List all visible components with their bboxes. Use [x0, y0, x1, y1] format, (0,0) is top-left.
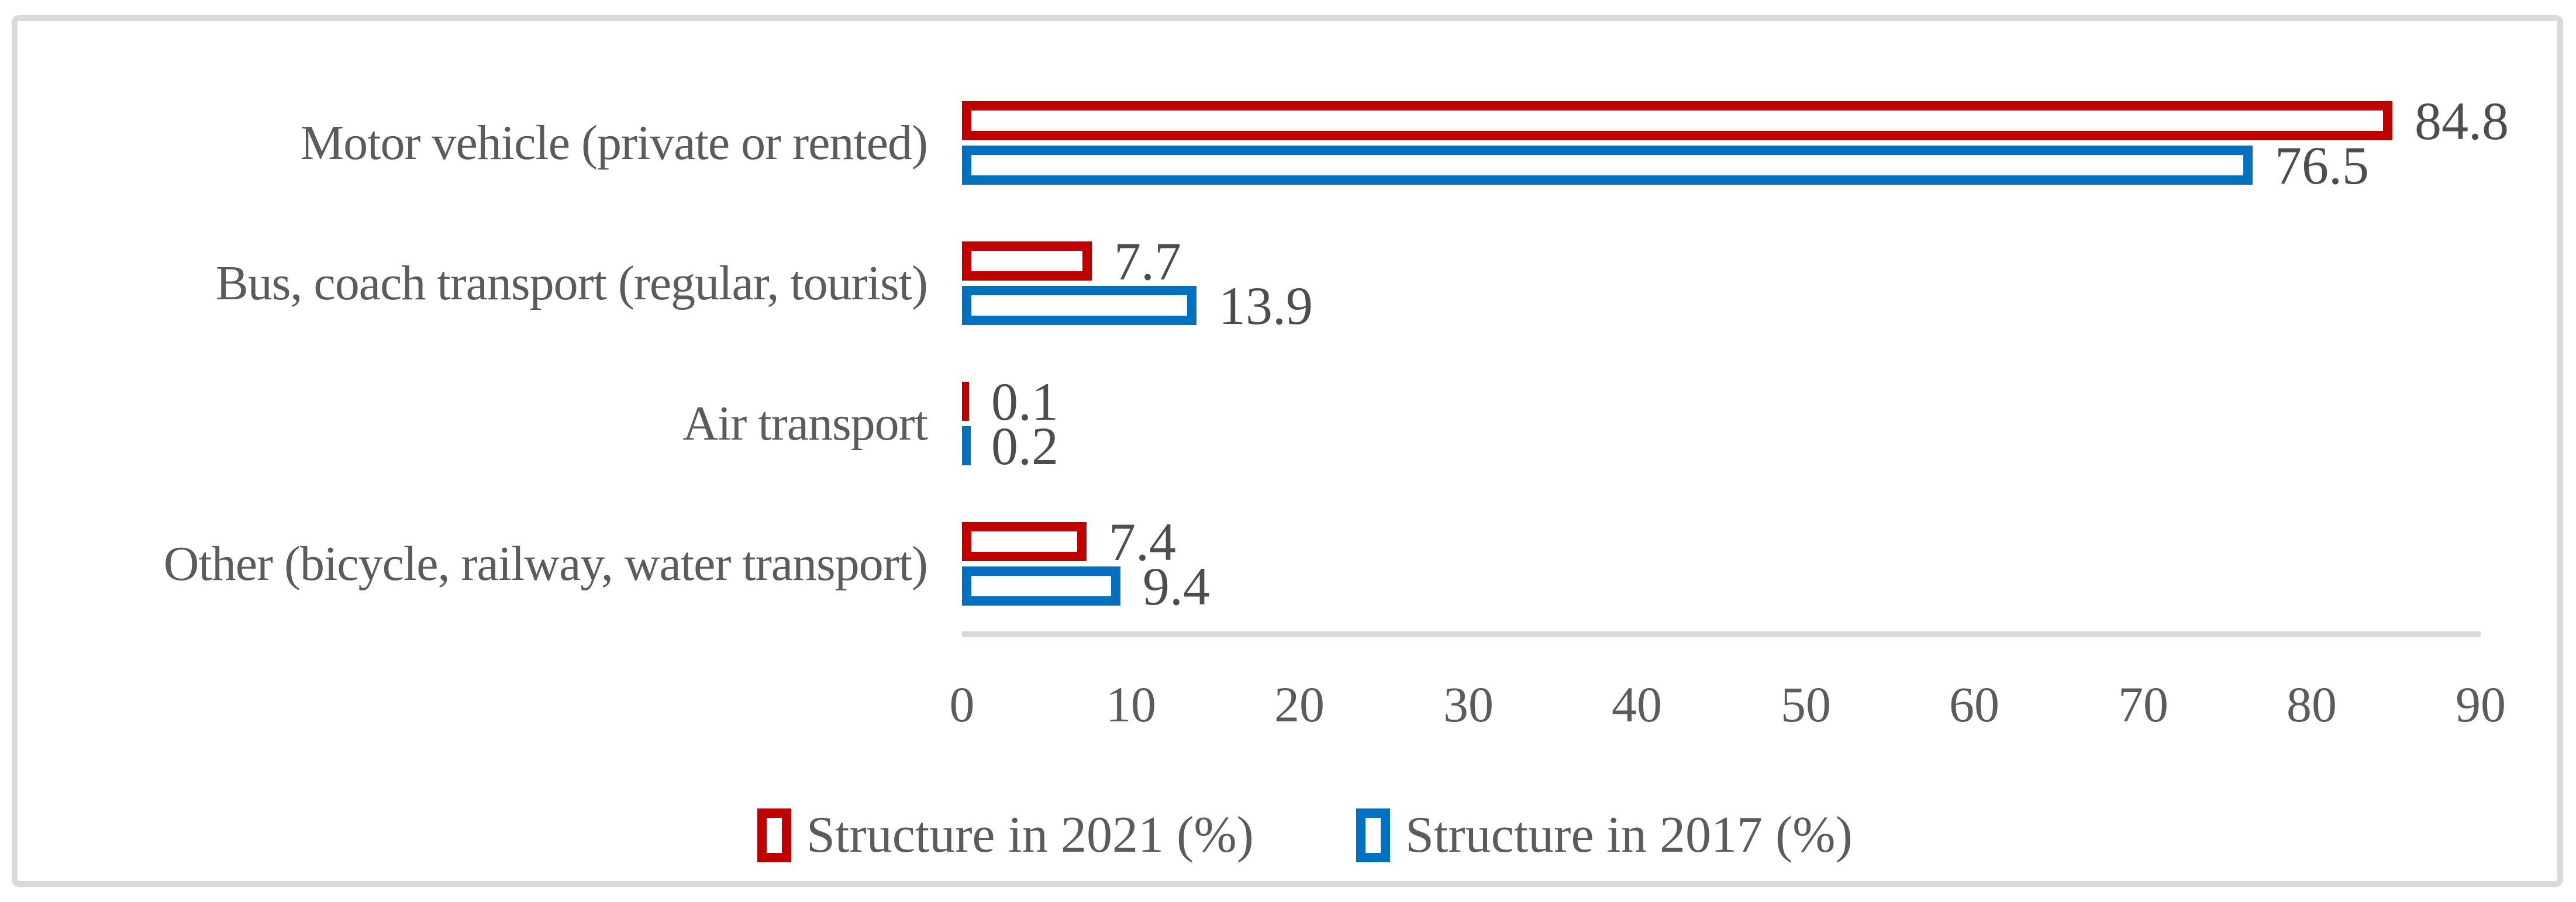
x-tick-0: 0	[949, 676, 975, 732]
bar-structure-in-2017-bus-coach-transport-regular-tourist	[962, 286, 1196, 325]
x-tick-10: 10	[1106, 676, 1156, 732]
x-tick-30: 30	[1443, 676, 1494, 732]
legend-item-structure-in-2017: Structure in 2017 (%)	[1356, 806, 1853, 865]
value-label-structure-in-2021-bus-coach-transport-regular-tourist: 7.7	[1114, 231, 1181, 291]
category-label-other-bicycle-railway-water-transport: Other (bicycle, railway, water transport…	[163, 537, 928, 591]
value-label-structure-in-2017-air-transport: 0.2	[991, 416, 1058, 476]
bar-structure-in-2017-other-bicycle-railway-water-transport	[962, 566, 1120, 606]
bar-structure-in-2021-air-transport	[962, 382, 969, 421]
legend-label-structure-in-2017: Structure in 2017 (%)	[1405, 807, 1853, 863]
x-tick-60: 60	[1949, 676, 1999, 732]
category-label-bus-coach-transport-regular-tourist: Bus, coach transport (regular, tourist)	[215, 256, 928, 310]
bar-structure-in-2017-air-transport	[962, 426, 971, 465]
category-label-air-transport: Air transport	[682, 396, 928, 451]
value-label-structure-in-2021-air-transport: 0.1	[991, 371, 1058, 431]
legend: Structure in 2021 (%) Structure in 2017 (…	[757, 806, 1853, 865]
category-label-motor-vehicle-private-or-rented: Motor vehicle (private or rented)	[300, 116, 928, 170]
value-label-structure-in-2017-other-bicycle-railway-water-transport: 9.4	[1143, 556, 1210, 616]
x-tick-40: 40	[1612, 676, 1662, 732]
legend-item-structure-in-2021: Structure in 2021 (%)	[757, 806, 1254, 865]
value-label-structure-in-2021-motor-vehicle-private-or-rented: 84.8	[2415, 91, 2509, 151]
legend-label-structure-in-2021: Structure in 2021 (%)	[806, 807, 1254, 863]
bar-structure-in-2017-motor-vehicle-private-or-rented	[962, 146, 2253, 185]
bar-structure-in-2021-other-bicycle-railway-water-transport	[962, 522, 1087, 561]
x-tick-20: 20	[1274, 676, 1325, 732]
x-axis-line	[962, 631, 2481, 637]
x-tick-90: 90	[2456, 676, 2506, 732]
value-label-structure-in-2017-motor-vehicle-private-or-rented: 76.5	[2275, 135, 2369, 195]
legend-marker-icon-structure-in-2021	[757, 808, 791, 862]
legend-marker-icon-structure-in-2017	[1356, 808, 1390, 862]
bar-structure-in-2021-bus-coach-transport-regular-tourist	[962, 241, 1092, 281]
x-tick-80: 80	[2287, 676, 2337, 732]
value-label-structure-in-2017-bus-coach-transport-regular-tourist: 13.9	[1219, 275, 1313, 336]
x-tick-70: 70	[2118, 676, 2168, 732]
x-tick-50: 50	[1781, 676, 1831, 732]
bar-structure-in-2021-motor-vehicle-private-or-rented	[962, 101, 2392, 140]
value-label-structure-in-2021-other-bicycle-railway-water-transport: 7.4	[1109, 512, 1176, 572]
